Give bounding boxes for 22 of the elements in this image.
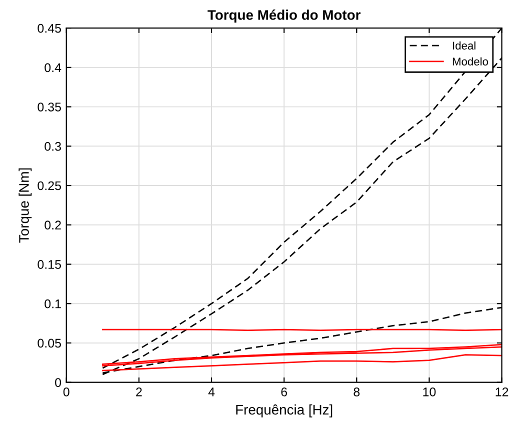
x-tick-label: 6 xyxy=(281,388,288,396)
y-tick-label: 0.1 xyxy=(44,299,61,308)
x-axis-title: Frequência [Hz] xyxy=(236,404,332,418)
y-tick-label: 0.35 xyxy=(38,102,61,112)
y-tick-label: 0.25 xyxy=(38,181,61,190)
legend-label: Ideal xyxy=(453,41,476,50)
y-tick-label: 0 xyxy=(55,378,62,387)
x-tick-label: 2 xyxy=(136,388,142,396)
chart-title: Torque Médio do Motor xyxy=(208,10,361,23)
y-tick-label: 0.3 xyxy=(44,142,61,151)
y-tick-label: 0.15 xyxy=(38,260,61,269)
y-tick-label: 0.05 xyxy=(38,338,61,348)
x-tick-label: 12 xyxy=(496,388,508,396)
y-tick-label: 0.2 xyxy=(44,220,61,230)
x-tick-label: 10 xyxy=(423,388,436,396)
y-tick-label: 0.4 xyxy=(44,63,62,72)
legend-label: Modelo xyxy=(452,57,488,66)
y-tick-label: 0.45 xyxy=(38,24,61,33)
x-tick-label: 0 xyxy=(63,388,70,396)
y-axis-title: Torque [Nm] xyxy=(18,168,32,243)
x-tick-label: 4 xyxy=(208,388,215,396)
x-tick-label: 8 xyxy=(354,388,360,396)
